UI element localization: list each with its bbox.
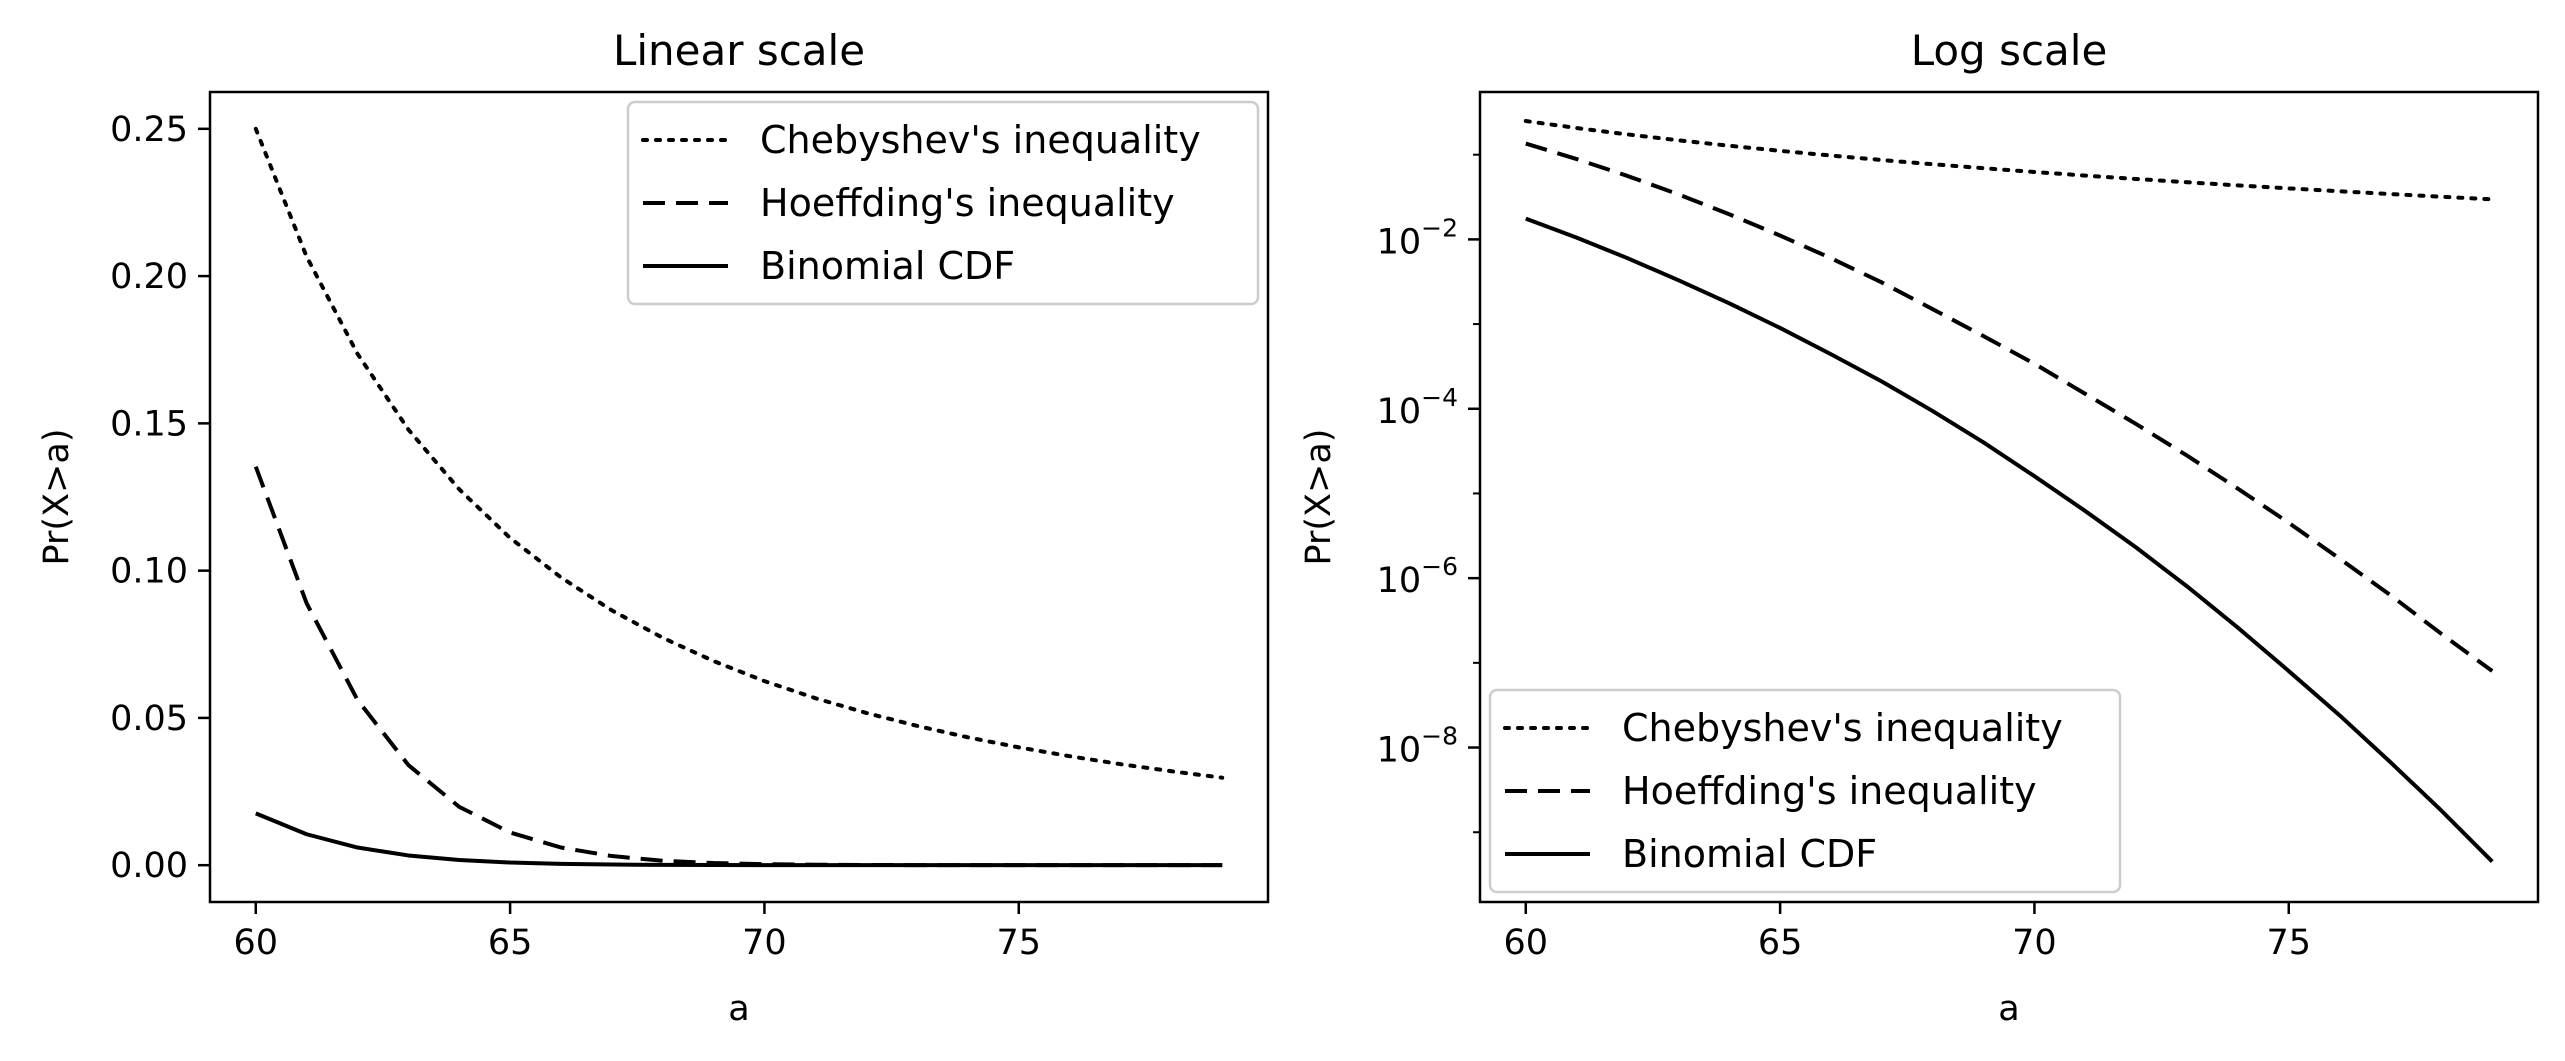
y-tick-label: 10−2	[1377, 213, 1458, 262]
y-axis-label: Pr(X>a)	[1299, 429, 1339, 566]
y-tick-label: 0.15	[110, 404, 188, 444]
series-line-chebyshev-s-inequality	[1523, 119, 2495, 202]
y-tick-label: 10−4	[1377, 383, 1458, 432]
x-tick-label: 70	[2012, 923, 2057, 963]
legend-label-binomial-cdf: Binomial CDF	[1622, 832, 1877, 876]
y-tick-label: 10−6	[1377, 552, 1458, 601]
legend-frame	[1488, 688, 2122, 894]
linear-scale-panel: 60 65 70 75 0.00 0.05 0.10 0.15 0.20 0.25 Linear s…	[37, 26, 1270, 1029]
y-tick-label: 0.10	[110, 552, 188, 592]
series-line-binomial-cdf	[255, 811, 1223, 868]
x-tick-label: 70	[742, 923, 787, 963]
legend: Chebyshev's inequality Hoeffding's inequa…	[1488, 688, 2122, 894]
y-tick-label: 0.05	[110, 699, 188, 739]
legend-label-chebyshev-s-inequality: Chebyshev's inequality	[760, 118, 1201, 162]
legend-label-hoeffding-s-inequality: Hoeffding's inequality	[1622, 769, 2037, 813]
axes-frame	[208, 90, 1270, 904]
y-tick-label: 0.25	[110, 110, 188, 150]
y-axis-label: Pr(X>a)	[37, 429, 77, 566]
series-line-hoeffding-s-inequality	[1525, 141, 2494, 673]
log-scale-panel: 60 65 70 75 10−2 10−4 10−6 10−8 Log scale a Pr(X>a…	[1299, 26, 2540, 1029]
x-axis-label: a	[1998, 989, 2019, 1029]
series-line-hoeffding-s-inequality	[253, 465, 1223, 868]
axes-frame	[1478, 90, 2540, 904]
legend-frame	[626, 100, 1260, 306]
series-line-chebyshev-s-inequality	[253, 126, 1225, 780]
legend-label-binomial-cdf: Binomial CDF	[760, 244, 1015, 288]
panel-title: Linear scale	[613, 26, 865, 75]
x-tick-label: 65	[1758, 923, 1803, 963]
legend-label-chebyshev-s-inequality: Chebyshev's inequality	[1622, 706, 2063, 750]
series-line-binomial-cdf	[1525, 216, 2494, 864]
legend: Chebyshev's inequality Hoeffding's inequa…	[626, 100, 1260, 306]
y-tick-label: 10−8	[1377, 722, 1458, 771]
x-tick-label: 75	[2266, 923, 2311, 963]
x-tick-label: 60	[1504, 923, 1549, 963]
x-axis-label: a	[728, 989, 749, 1029]
x-tick-label: 75	[996, 923, 1041, 963]
x-tick-label: 65	[488, 923, 533, 963]
y-tick-label: 0.20	[110, 257, 188, 297]
legend-label-hoeffding-s-inequality: Hoeffding's inequality	[760, 181, 1175, 225]
panel-title: Log scale	[1911, 26, 2108, 75]
x-tick-label: 60	[234, 923, 279, 963]
y-tick-label: 0.00	[110, 846, 188, 886]
